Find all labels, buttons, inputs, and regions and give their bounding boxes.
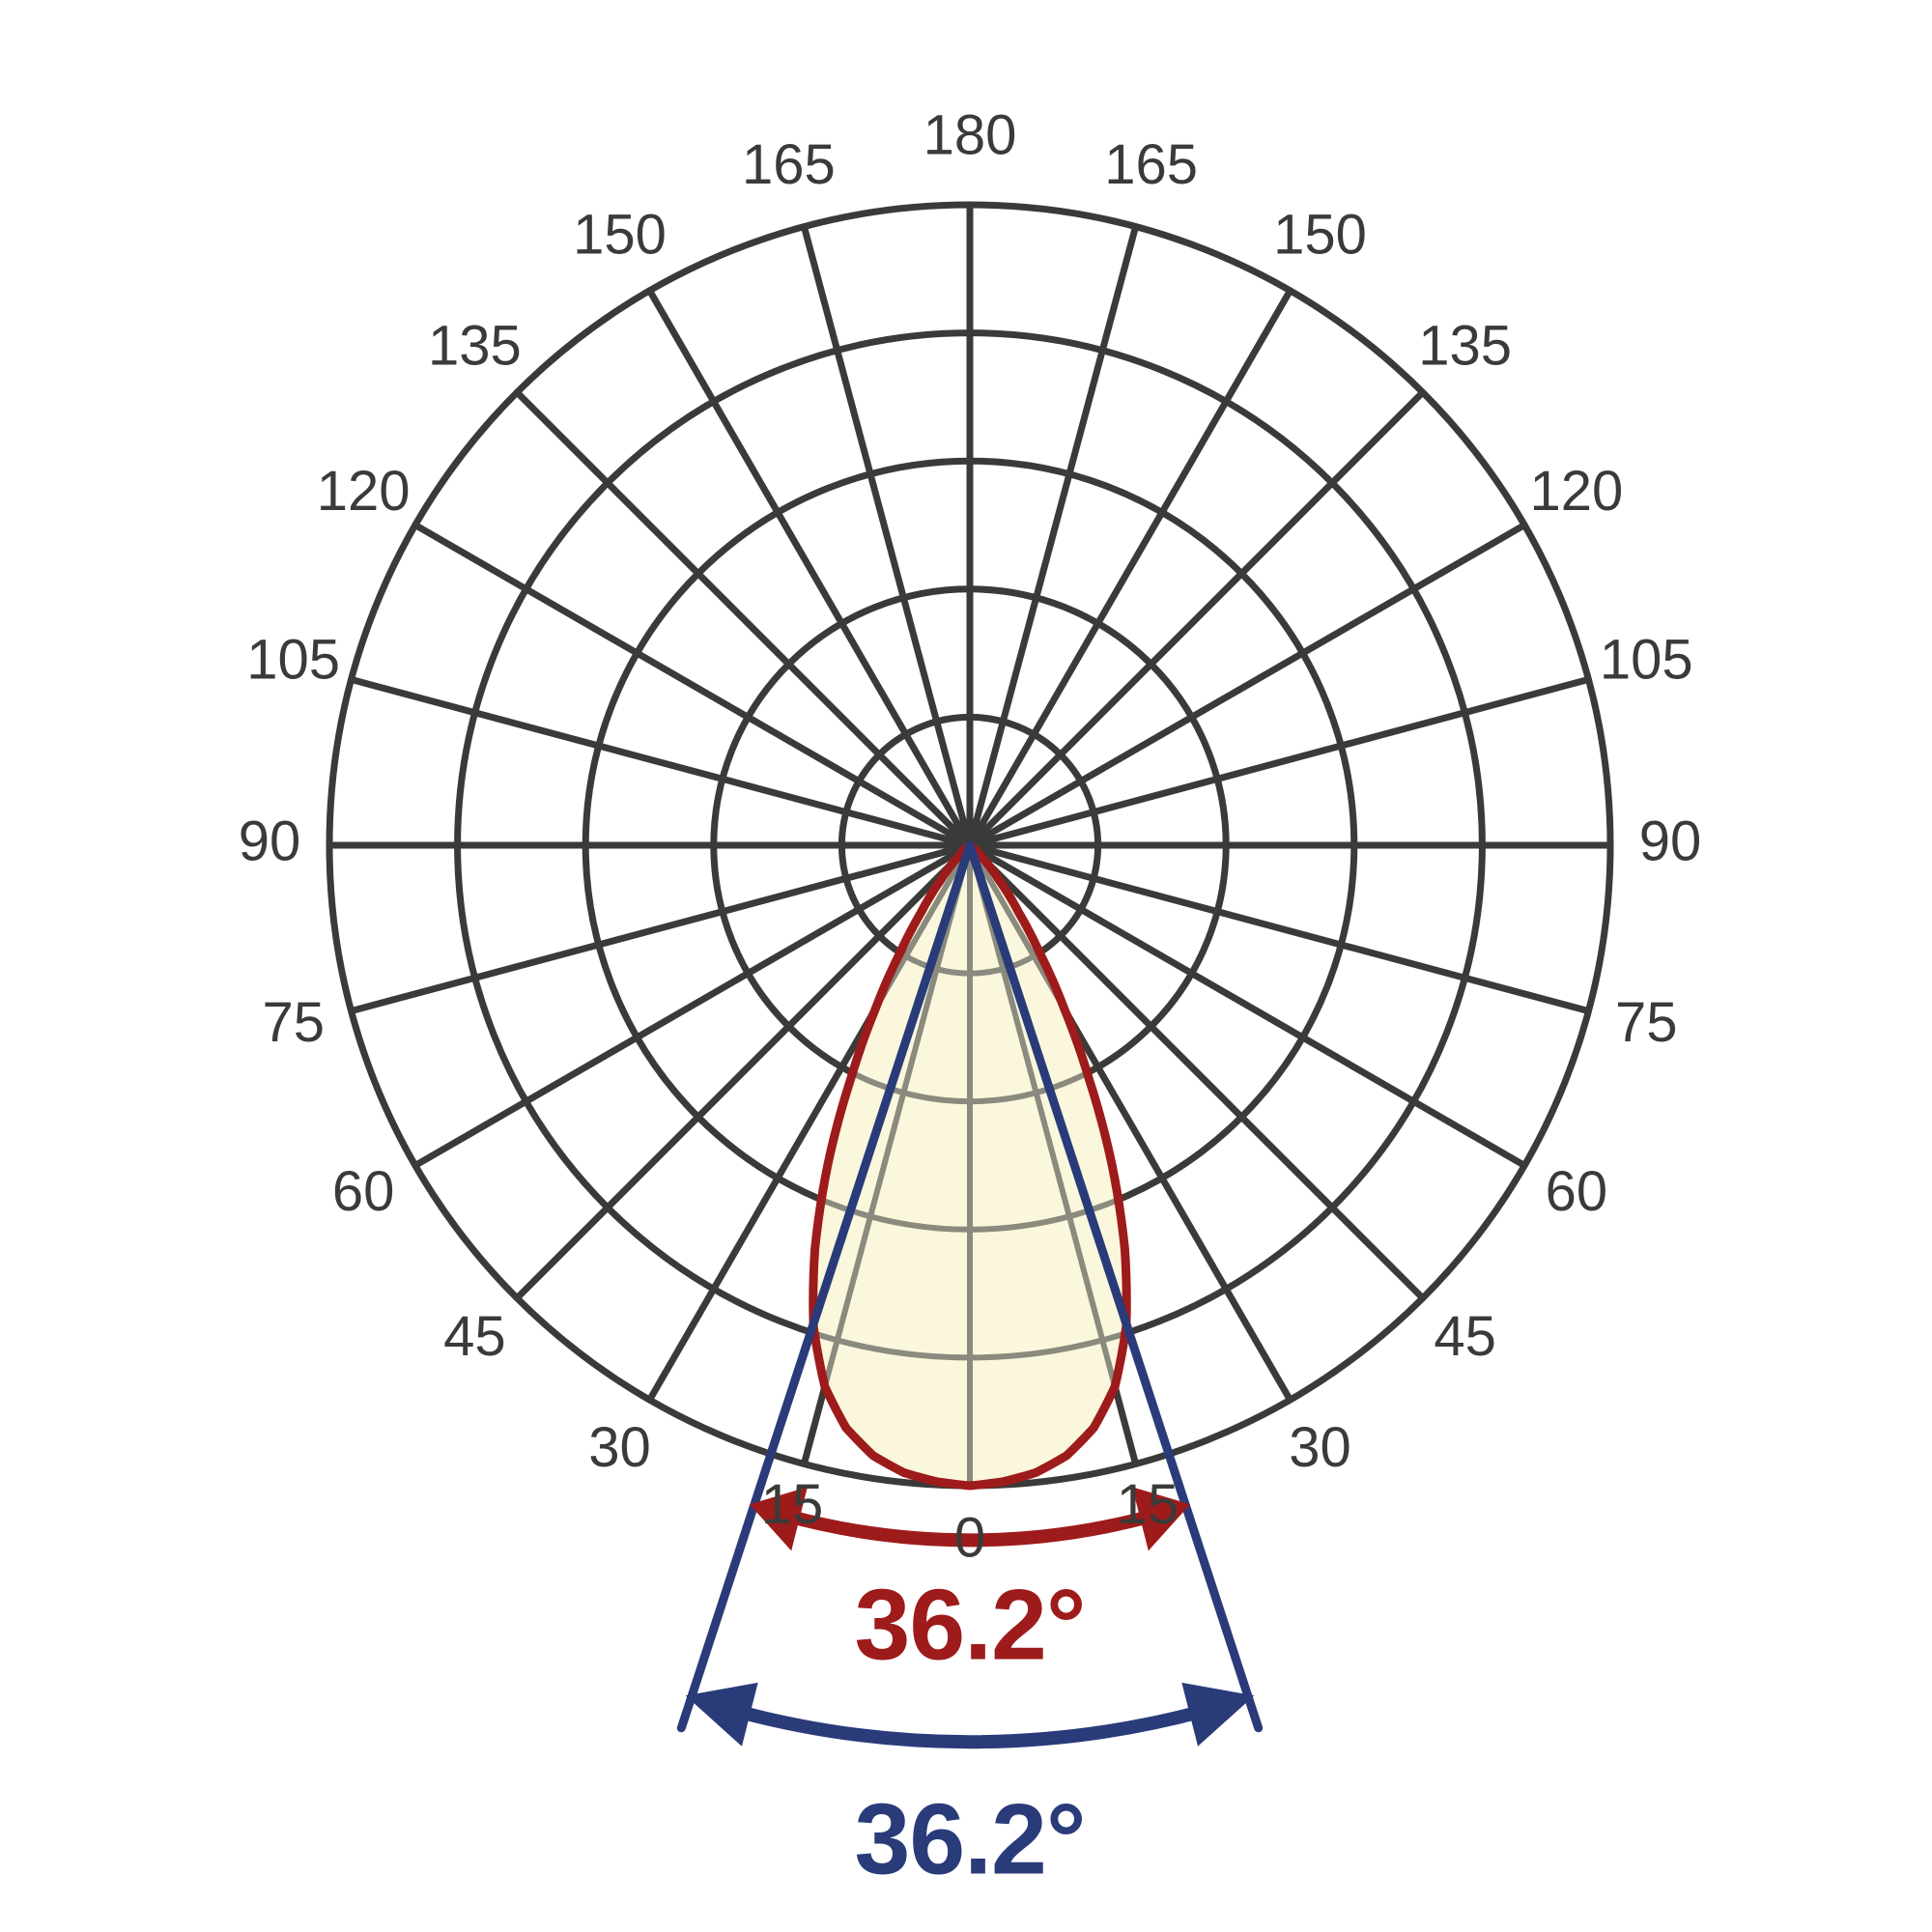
angle-tick-label-0-bottom: 0 [954,1506,985,1569]
angle-tick-label-135-left: 135 [428,315,522,378]
angle-tick-label-60-left: 60 [332,1160,395,1223]
angle-tick-label-105-right: 105 [1600,629,1693,692]
angle-tick-label-60-right: 60 [1546,1160,1608,1223]
angle-tick-label-150-right: 150 [1273,203,1367,266]
red-arrowhead-right [1132,1487,1191,1551]
blue-beam-angle-value: 36.2° [854,1783,1085,1895]
blue-arrowhead-left [685,1682,758,1747]
blue-beam-angle-annotation [685,1682,1255,1749]
angle-tick-label-180-top: 180 [923,103,1017,166]
blue-arc [728,1702,1211,1749]
angle-tick-labels: 1801651501351201059075604530150153045607… [239,103,1702,1569]
angle-tick-label-75-left: 75 [262,991,325,1054]
angle-tick-label-120-right: 120 [1529,460,1623,523]
angle-tick-label-165-right: 165 [1104,133,1198,196]
angle-tick-label-45-right: 45 [1434,1305,1496,1368]
angle-tick-label-30-right: 30 [1289,1416,1351,1479]
red-arc [781,1508,1158,1548]
red-beam-angle-value: 36.2° [854,1569,1085,1681]
angle-tick-label-75-right: 75 [1615,991,1678,1054]
angle-tick-label-90-right: 90 [1639,810,1702,872]
angle-tick-label-165-left: 165 [742,133,836,196]
angle-tick-label-120-left: 120 [317,460,411,523]
blue-arrowhead-right [1181,1682,1255,1747]
angle-tick-label-15-left: 15 [761,1473,824,1536]
angle-tick-label-90-left: 90 [239,810,301,872]
angle-tick-label-30-left: 30 [588,1416,651,1479]
intensity-curve-red [809,840,1131,1491]
angle-tick-label-105-left: 105 [246,629,340,692]
beam-angle-rays-blue [676,840,1264,1733]
angle-tick-label-45-left: 45 [443,1305,506,1368]
angle-tick-label-15-right: 15 [1117,1473,1179,1536]
angle-tick-label-135-right: 135 [1418,315,1512,378]
angle-tick-label-150-left: 150 [573,203,667,266]
red-beam-angle-annotation [749,1487,1191,1551]
red-arrowhead-left [749,1487,808,1551]
